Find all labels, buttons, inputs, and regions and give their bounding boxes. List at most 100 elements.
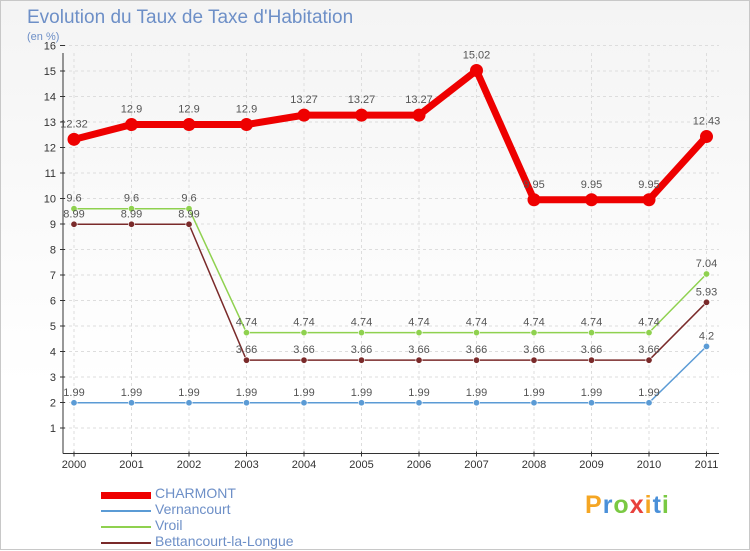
data-label: 3.66 xyxy=(236,344,257,356)
y-tick-label: 13 xyxy=(44,117,56,129)
data-point xyxy=(700,130,713,144)
x-tick-label: 2005 xyxy=(349,459,373,471)
data-point xyxy=(70,205,78,213)
logo-letter: i xyxy=(661,491,670,519)
data-point xyxy=(182,118,196,132)
data-label: 7.04 xyxy=(696,258,717,270)
data-point xyxy=(355,108,368,122)
data-point xyxy=(412,108,426,122)
legend-label: CHARMONT xyxy=(155,485,236,501)
data-point xyxy=(300,356,308,364)
data-label: 1.99 xyxy=(638,387,659,399)
data-label: 12.9 xyxy=(236,104,257,116)
data-point xyxy=(185,399,193,407)
data-label: 9.95 xyxy=(523,179,544,191)
data-point xyxy=(240,118,253,132)
data-label: 4.74 xyxy=(236,317,257,329)
data-label: 9.6 xyxy=(66,193,81,205)
legend-label: Vroil xyxy=(155,517,183,533)
data-point xyxy=(645,329,653,337)
logo-letter: P xyxy=(585,491,603,519)
data-point xyxy=(472,329,480,337)
data-label: 3.66 xyxy=(638,344,659,356)
data-label: 4.74 xyxy=(638,317,659,329)
legend-swatch xyxy=(101,542,151,544)
data-point xyxy=(357,399,365,407)
grid xyxy=(63,45,719,454)
data-label: 13.27 xyxy=(290,94,318,106)
data-point xyxy=(125,118,138,132)
data-point xyxy=(300,399,308,407)
data-label: 5.93 xyxy=(696,286,717,298)
data-point xyxy=(587,329,595,337)
data-label: 9.6 xyxy=(124,193,139,205)
y-tick-label: 11 xyxy=(45,168,56,180)
data-label: 4.74 xyxy=(581,317,602,329)
data-point xyxy=(70,220,78,228)
data-point xyxy=(128,220,136,228)
data-label: 13.27 xyxy=(405,94,433,106)
y-tick-label: 9 xyxy=(50,219,56,231)
y-tick-label: 4 xyxy=(50,347,56,359)
data-point xyxy=(415,399,423,407)
y-tick-label: 1 xyxy=(50,423,56,435)
data-point xyxy=(587,399,595,407)
data-label: 1.99 xyxy=(408,387,429,399)
series-line-2 xyxy=(73,207,708,334)
x-tick-label: 2002 xyxy=(177,459,201,471)
data-label: 1.99 xyxy=(63,387,84,399)
data-label: 8.99 xyxy=(63,208,84,220)
data-point xyxy=(357,329,365,337)
data-label: 4.74 xyxy=(408,317,429,329)
data-label: 3.66 xyxy=(293,344,314,356)
y-tick-label: 14 xyxy=(44,92,56,104)
legend-item: Bettancourt-la-Longue xyxy=(101,533,361,551)
legend-swatch xyxy=(101,492,151,499)
logo-letter: o xyxy=(613,491,630,519)
data-point xyxy=(702,270,710,278)
data-point xyxy=(702,298,710,306)
data-point xyxy=(530,329,538,337)
data-point xyxy=(128,399,136,407)
data-label: 9.6 xyxy=(181,193,196,205)
data-label: 1.99 xyxy=(523,387,544,399)
data-label: 1.99 xyxy=(351,387,372,399)
x-tick-label: 2006 xyxy=(407,459,431,471)
x-tick-label: 2007 xyxy=(464,459,488,471)
series-line-3 xyxy=(73,223,708,361)
data-point xyxy=(645,356,653,364)
legend-item: CHARMONT xyxy=(101,485,361,503)
data-point xyxy=(67,132,81,146)
data-label: 3.66 xyxy=(408,344,429,356)
series-line-0 xyxy=(70,66,710,204)
y-tick-label: 8 xyxy=(50,245,56,257)
data-label: 3.66 xyxy=(523,344,544,356)
data-label: 1.99 xyxy=(466,387,487,399)
data-point xyxy=(243,356,251,364)
series-lines xyxy=(67,63,713,407)
data-label: 1.99 xyxy=(236,387,257,399)
logo-letter: r xyxy=(602,491,614,519)
x-tick-label: 2008 xyxy=(522,459,546,471)
data-point xyxy=(357,356,365,364)
data-label: 3.66 xyxy=(351,344,372,356)
data-point xyxy=(645,399,653,407)
data-label: 8.99 xyxy=(178,208,199,220)
y-tick-label: 6 xyxy=(50,296,56,308)
y-tick-label: 12 xyxy=(44,143,56,155)
data-point xyxy=(527,193,541,207)
data-point xyxy=(185,205,193,213)
y-tick-label: 10 xyxy=(44,194,56,206)
data-point xyxy=(470,63,483,77)
data-point xyxy=(472,399,480,407)
data-point xyxy=(585,193,598,207)
x-tick-label: 2004 xyxy=(292,459,316,471)
data-point xyxy=(472,356,480,364)
data-label: 15.02 xyxy=(463,49,491,61)
legend-swatch xyxy=(101,526,151,528)
data-point xyxy=(530,399,538,407)
y-tick-label: 16 xyxy=(44,41,56,53)
data-point xyxy=(530,356,538,364)
series-line-1 xyxy=(73,345,708,404)
